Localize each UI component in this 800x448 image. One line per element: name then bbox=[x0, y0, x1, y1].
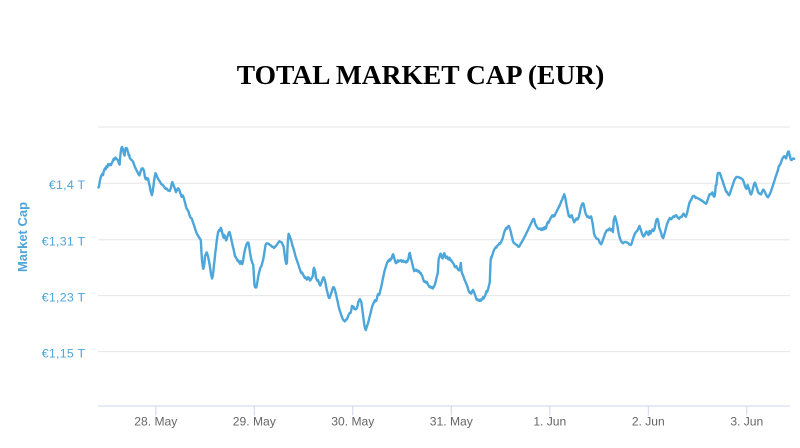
svg-text:31. May: 31. May bbox=[430, 415, 474, 429]
svg-text:2. Jun: 2. Jun bbox=[632, 415, 665, 429]
svg-text:€1,4 T: €1,4 T bbox=[49, 178, 86, 192]
svg-text:€1,31 T: €1,31 T bbox=[42, 235, 86, 249]
svg-text:28. May: 28. May bbox=[134, 415, 178, 429]
svg-text:30. May: 30. May bbox=[331, 415, 375, 429]
svg-text:3. Jun: 3. Jun bbox=[730, 415, 763, 429]
svg-text:1. Jun: 1. Jun bbox=[533, 415, 566, 429]
svg-text:TOTAL MARKET CAP (EUR): TOTAL MARKET CAP (EUR) bbox=[237, 59, 604, 90]
svg-text:Market Cap: Market Cap bbox=[15, 202, 30, 272]
svg-text:29. May: 29. May bbox=[233, 415, 277, 429]
svg-text:€1,23 T: €1,23 T bbox=[42, 290, 86, 304]
svg-text:€1,15 T: €1,15 T bbox=[42, 346, 86, 360]
